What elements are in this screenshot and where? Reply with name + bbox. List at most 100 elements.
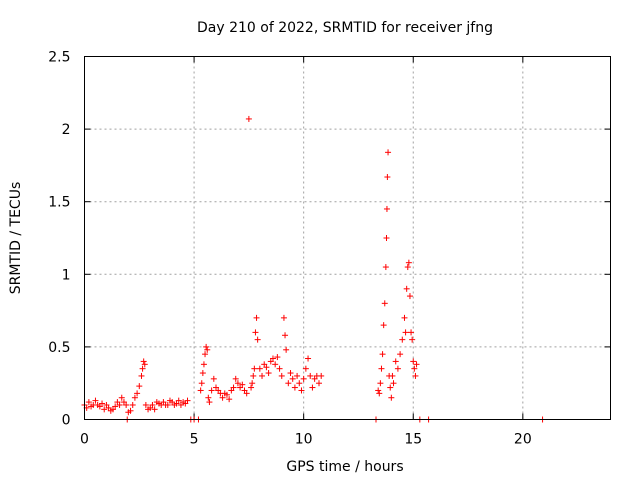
data-point-marker xyxy=(226,396,233,403)
data-point-marker xyxy=(283,346,290,353)
data-point-marker xyxy=(375,387,382,394)
data-point-marker xyxy=(136,383,143,390)
y-tick-label: 1 xyxy=(62,267,71,283)
data-point-marker xyxy=(383,205,390,212)
data-point-marker xyxy=(287,370,294,377)
data-point-marker xyxy=(285,380,292,387)
data-point-marker xyxy=(380,322,387,329)
x-tick-label: 5 xyxy=(190,432,199,448)
data-point-marker xyxy=(116,401,123,408)
data-point-marker xyxy=(298,387,305,394)
data-point-marker xyxy=(184,397,191,404)
data-point-marker xyxy=(269,355,276,362)
data-point-marker xyxy=(294,372,301,379)
data-point-marker xyxy=(141,361,148,368)
data-point-marker xyxy=(296,380,303,387)
data-point-marker xyxy=(250,372,257,379)
y-tick-label: 0.5 xyxy=(48,340,70,356)
data-point-marker xyxy=(234,380,241,387)
grid xyxy=(84,56,611,420)
data-point-marker xyxy=(378,365,385,372)
data-point-marker xyxy=(251,365,258,372)
data-point-marker xyxy=(318,372,325,379)
data-point-marker xyxy=(138,372,145,379)
data-point-marker xyxy=(248,384,255,391)
data-point-marker xyxy=(307,372,314,379)
data-point-marker xyxy=(390,380,397,387)
data-point-marker xyxy=(164,401,171,408)
plot-frame xyxy=(84,56,611,420)
data-point-marker xyxy=(197,387,204,394)
data-point-marker xyxy=(408,329,415,336)
data-point-marker xyxy=(123,401,130,408)
data-point-marker xyxy=(397,351,404,358)
data-point-marker xyxy=(206,399,213,406)
data-point-marker xyxy=(149,401,156,408)
data-point-marker xyxy=(127,407,134,414)
data-point-marker xyxy=(302,365,309,372)
data-point-marker xyxy=(409,336,416,343)
data-point-marker xyxy=(272,361,279,368)
data-point-marker xyxy=(219,394,226,401)
data-point-marker xyxy=(411,365,418,372)
y-tick-label: 0 xyxy=(62,413,71,429)
data-point-marker xyxy=(239,381,246,388)
data-point-marker xyxy=(410,358,417,365)
y-tick-label: 2.5 xyxy=(48,50,70,66)
data-point-marker xyxy=(305,355,312,362)
data-point-marker xyxy=(259,372,266,379)
data-point-marker xyxy=(203,343,210,350)
data-point-marker xyxy=(274,354,281,361)
data-point-marker xyxy=(384,174,391,181)
data-point-marker xyxy=(385,149,392,156)
data-point-marker xyxy=(112,403,119,410)
data-point-marker xyxy=(118,394,125,401)
data-point-marker xyxy=(388,394,395,401)
data-point-marker xyxy=(101,406,108,413)
x-tick-label: 10 xyxy=(295,432,313,448)
y-tick-label: 2 xyxy=(62,122,71,138)
data-point-marker xyxy=(202,351,209,358)
data-point-marker xyxy=(243,390,250,397)
data-point-marker xyxy=(405,259,412,266)
data-point-marker xyxy=(381,300,388,307)
data-point-marker xyxy=(205,394,212,401)
data-point-marker xyxy=(204,346,211,353)
data-point-marker xyxy=(199,370,206,377)
data-point-marker xyxy=(289,375,296,382)
data-point-marker xyxy=(392,358,399,365)
data-point-marker xyxy=(402,329,409,336)
y-tick-label: 1.5 xyxy=(48,195,70,211)
data-point-marker xyxy=(223,391,230,398)
data-point-marker xyxy=(99,400,106,407)
data-point-marker xyxy=(129,401,136,408)
data-point-marker xyxy=(265,370,272,377)
data-point-marker xyxy=(300,375,307,382)
data-point-marker xyxy=(142,401,149,408)
data-point-marker xyxy=(309,384,316,391)
data-point-marker xyxy=(406,293,413,300)
data-point-marker xyxy=(140,358,147,365)
data-point-marker xyxy=(253,314,260,321)
y-axis-label: SRMTID / TECUs xyxy=(8,182,24,295)
data-point-marker xyxy=(175,397,182,404)
data-point-marker xyxy=(291,384,298,391)
x-tick-label: 15 xyxy=(404,432,422,448)
data-point-marker xyxy=(379,351,386,358)
data-point-marker xyxy=(387,384,394,391)
data-point-marker xyxy=(401,314,408,321)
data-point-marker xyxy=(412,372,419,379)
data-point-marker xyxy=(383,235,390,241)
data-point-marker xyxy=(131,394,138,401)
data-point-marker xyxy=(254,336,261,343)
data-point-marker xyxy=(278,372,285,379)
data-points xyxy=(81,115,546,423)
data-point-marker xyxy=(316,380,323,387)
data-point-marker xyxy=(134,390,141,397)
data-point-marker xyxy=(92,397,99,404)
data-point-marker xyxy=(382,264,389,271)
data-point-marker xyxy=(208,387,215,394)
data-point-marker xyxy=(256,365,263,372)
